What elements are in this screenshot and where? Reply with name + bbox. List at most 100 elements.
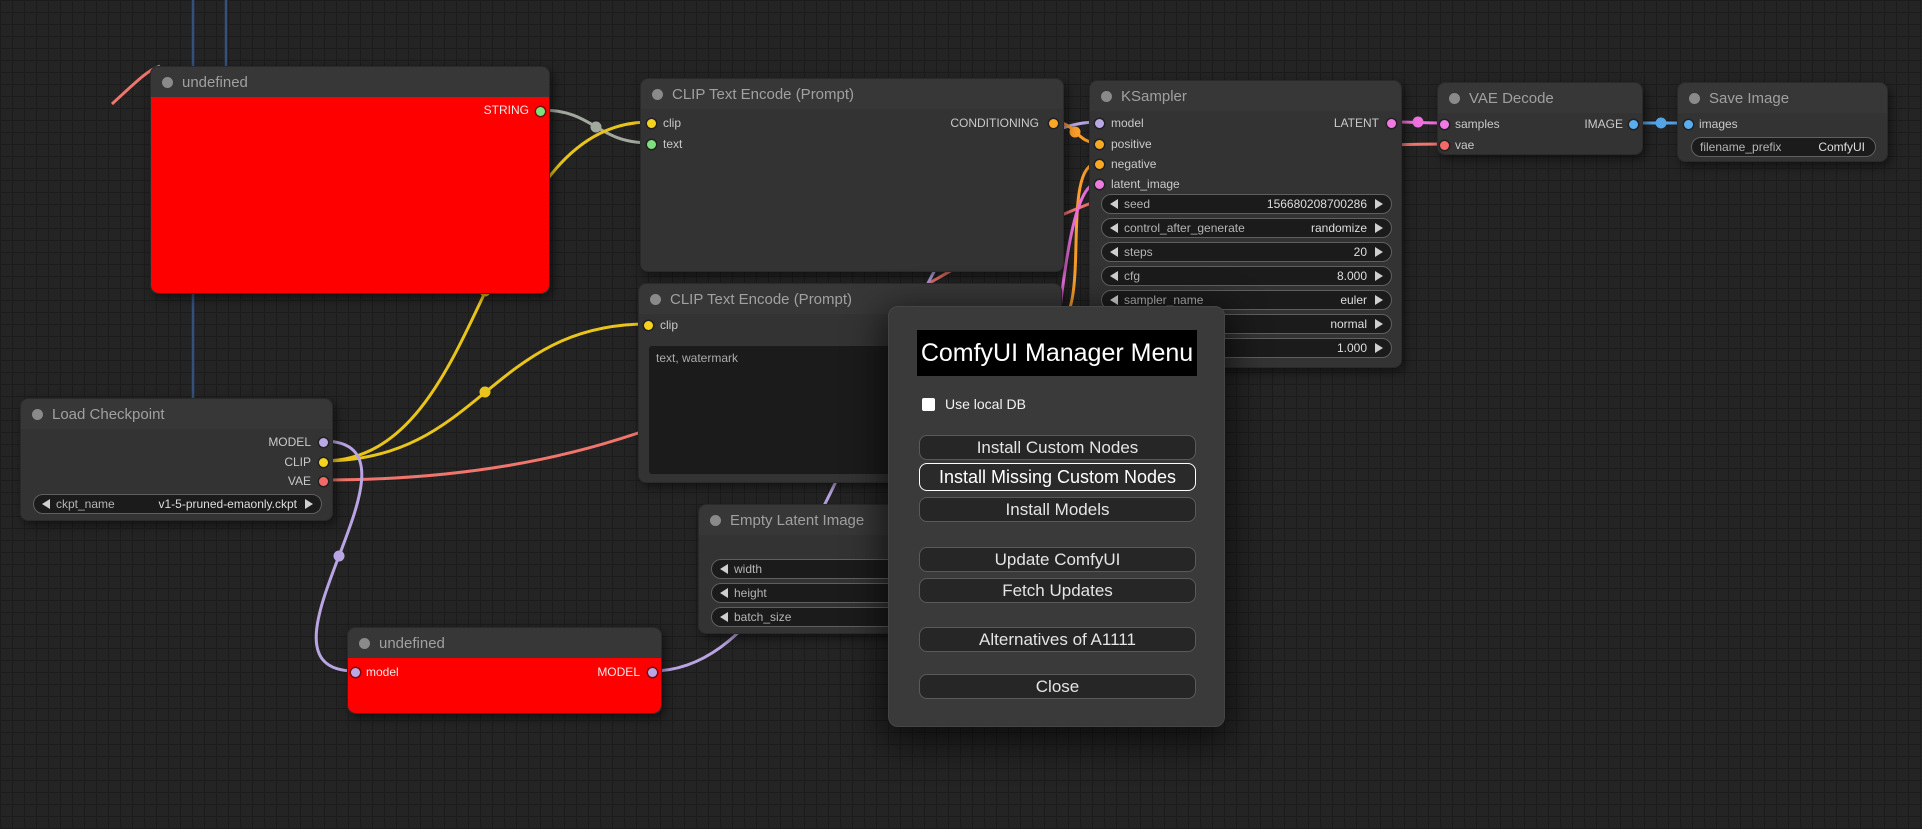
install-missing-custom-nodes-button[interactable]: Install Missing Custom Nodes: [919, 463, 1196, 491]
alternatives-of-a1111-button[interactable]: Alternatives of A1111: [919, 627, 1196, 652]
widget-sampler-name[interactable]: sampler_name euler: [1101, 290, 1392, 310]
widget-label: sampler_name: [1124, 293, 1204, 307]
increment-arrow-icon[interactable]: [1375, 343, 1383, 353]
node-clip-text-encode-1[interactable]: CLIP Text Encode (Prompt) clip text COND…: [640, 78, 1064, 272]
node-undefined-top[interactable]: undefined STRING: [150, 66, 550, 294]
increment-arrow-icon[interactable]: [1375, 295, 1383, 305]
output-label-image: IMAGE: [1584, 117, 1623, 131]
node-title: undefined: [182, 73, 248, 91]
input-label-samples: samples: [1455, 117, 1500, 131]
input-port-latent-image[interactable]: [1095, 179, 1104, 189]
node-title: Empty Latent Image: [730, 511, 865, 529]
decrement-arrow-icon[interactable]: [42, 499, 50, 509]
input-port-vae[interactable]: [1440, 140, 1449, 150]
node-titlebar[interactable]: VAE Decode: [1438, 83, 1642, 113]
output-port-model[interactable]: [319, 437, 328, 447]
widget-label: ckpt_name: [56, 497, 115, 511]
input-port-images[interactable]: [1684, 119, 1693, 129]
link-dot-image: [1655, 117, 1667, 129]
increment-arrow-icon[interactable]: [1375, 319, 1383, 329]
widget-filename-prefix[interactable]: filename_prefix ComfyUI: [1691, 137, 1876, 157]
decrement-arrow-icon[interactable]: [720, 588, 728, 598]
output-port-conditioning[interactable]: [1049, 118, 1058, 128]
collapse-dot-icon[interactable]: [1449, 92, 1460, 104]
widget-control-after-generate[interactable]: control_after_generate randomize: [1101, 218, 1392, 238]
input-label-latent-image: latent_image: [1111, 177, 1180, 191]
increment-arrow-icon[interactable]: [1375, 223, 1383, 233]
error-node-body: [348, 658, 661, 713]
decrement-arrow-icon[interactable]: [720, 612, 728, 622]
decrement-arrow-icon[interactable]: [720, 564, 728, 574]
output-label-clip: CLIP: [284, 455, 311, 469]
node-titlebar[interactable]: Load Checkpoint: [21, 399, 332, 429]
close-button[interactable]: Close: [919, 674, 1196, 699]
node-titlebar[interactable]: KSampler: [1090, 81, 1401, 111]
widget-ckpt-name[interactable]: ckpt_name v1-5-pruned-emaonly.ckpt: [33, 494, 322, 514]
collapse-dot-icon[interactable]: [1101, 90, 1112, 102]
use-local-db-checkbox[interactable]: [922, 397, 935, 411]
fetch-updates-button[interactable]: Fetch Updates: [919, 578, 1196, 603]
node-titlebar[interactable]: CLIP Text Encode (Prompt): [639, 284, 1061, 314]
output-port-vae[interactable]: [319, 476, 328, 486]
widget-seed[interactable]: seed 156680208700286: [1101, 194, 1392, 214]
decrement-arrow-icon[interactable]: [1110, 223, 1118, 233]
input-port-clip[interactable]: [644, 320, 653, 330]
output-port-string[interactable]: [536, 106, 545, 116]
error-node-body: [151, 97, 549, 293]
collapse-dot-icon[interactable]: [710, 514, 721, 526]
collapse-dot-icon[interactable]: [359, 637, 370, 649]
widget-value: normal: [1330, 317, 1367, 331]
widget-value: 156680208700286: [1266, 197, 1367, 211]
node-titlebar[interactable]: undefined: [348, 628, 661, 658]
output-label-model: MODEL: [268, 435, 311, 449]
input-port-negative[interactable]: [1095, 159, 1104, 169]
node-undefined-bottom[interactable]: undefined model MODEL: [347, 627, 662, 714]
node-titlebar[interactable]: Save Image: [1678, 83, 1887, 113]
use-local-db-label: Use local DB: [945, 396, 1026, 412]
decrement-arrow-icon[interactable]: [1110, 199, 1118, 209]
input-label-clip: clip: [663, 116, 682, 130]
output-port-latent[interactable]: [1387, 118, 1396, 128]
increment-arrow-icon[interactable]: [1375, 271, 1383, 281]
node-title: VAE Decode: [1469, 89, 1554, 107]
collapse-dot-icon[interactable]: [1689, 92, 1700, 104]
increment-arrow-icon[interactable]: [1375, 247, 1383, 257]
input-port-text[interactable]: [647, 139, 656, 149]
output-label-string: STRING: [483, 103, 529, 117]
input-port-model[interactable]: [351, 667, 360, 677]
widget-label: seed: [1124, 197, 1151, 211]
node-load-checkpoint[interactable]: Load Checkpoint MODEL CLIP VAE ckpt_name…: [20, 398, 333, 521]
collapse-dot-icon[interactable]: [652, 88, 663, 100]
node-titlebar[interactable]: undefined: [151, 67, 549, 97]
update-comfyui-button[interactable]: Update ComfyUI: [919, 547, 1196, 572]
widget-value: 1.000: [1336, 341, 1367, 355]
collapse-dot-icon[interactable]: [650, 293, 661, 305]
output-port-model[interactable]: [648, 667, 657, 677]
node-save-image[interactable]: Save Image images filename_prefix ComfyU…: [1677, 82, 1888, 162]
widget-cfg[interactable]: cfg 8.000: [1101, 266, 1392, 286]
output-port-clip[interactable]: [319, 457, 328, 467]
decrement-arrow-icon[interactable]: [1110, 271, 1118, 281]
decrement-arrow-icon[interactable]: [1110, 247, 1118, 257]
node-vae-decode[interactable]: VAE Decode samples vae IMAGE: [1437, 82, 1643, 155]
input-port-clip[interactable]: [647, 118, 656, 128]
output-label-vae: VAE: [287, 474, 311, 488]
input-label-images: images: [1699, 117, 1738, 131]
collapse-dot-icon[interactable]: [162, 76, 173, 88]
output-port-image[interactable]: [1629, 119, 1638, 129]
input-port-samples[interactable]: [1440, 119, 1449, 129]
collapse-dot-icon[interactable]: [32, 408, 43, 420]
use-local-db-row[interactable]: Use local DB: [922, 396, 1026, 412]
input-port-model[interactable]: [1095, 118, 1104, 128]
node-titlebar[interactable]: CLIP Text Encode (Prompt): [641, 79, 1063, 109]
install-models-button[interactable]: Install Models: [919, 497, 1196, 522]
increment-arrow-icon[interactable]: [1375, 199, 1383, 209]
decrement-arrow-icon[interactable]: [1110, 295, 1118, 305]
widget-steps[interactable]: steps 20: [1101, 242, 1392, 262]
increment-arrow-icon[interactable]: [305, 499, 313, 509]
install-custom-nodes-button[interactable]: Install Custom Nodes: [919, 435, 1196, 460]
input-port-positive[interactable]: [1095, 139, 1104, 149]
widget-label: cfg: [1124, 269, 1141, 283]
widget-label: batch_size: [734, 610, 792, 624]
